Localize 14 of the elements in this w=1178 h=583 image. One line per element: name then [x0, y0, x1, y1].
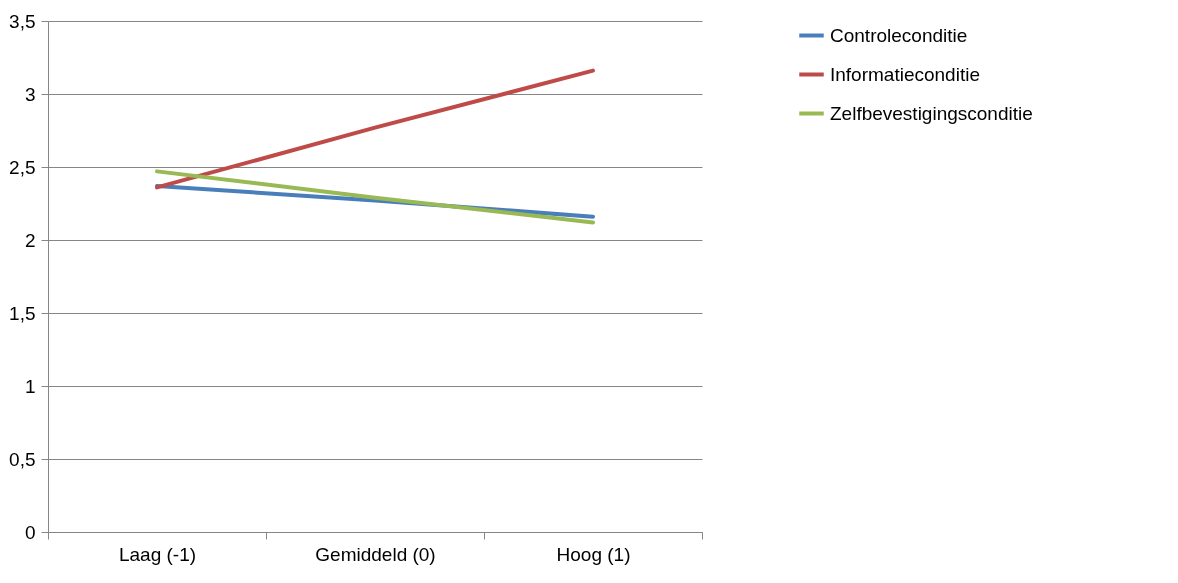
y-tick-label: 1	[24, 375, 36, 397]
y-tick-label: 3	[24, 83, 36, 105]
y-tick-label: 2	[24, 229, 36, 251]
y-tick-label: 2,5	[9, 156, 36, 178]
y-tick-label: 0,5	[9, 448, 36, 470]
x-tick-label: Laag (-1)	[118, 543, 197, 565]
y-tick-label: 1,5	[9, 302, 36, 324]
legend-label: Zelfbevestigingsconditie	[830, 102, 1033, 124]
legend-label: Informatieconditie	[830, 63, 980, 85]
legend-label: Controleconditie	[830, 24, 968, 46]
x-tick-label: Gemiddeld (0)	[315, 543, 436, 565]
y-tick-label: 0	[24, 521, 36, 543]
x-tick-label: Hoog (1)	[556, 543, 631, 565]
y-tick-label: 3,5	[9, 10, 36, 32]
